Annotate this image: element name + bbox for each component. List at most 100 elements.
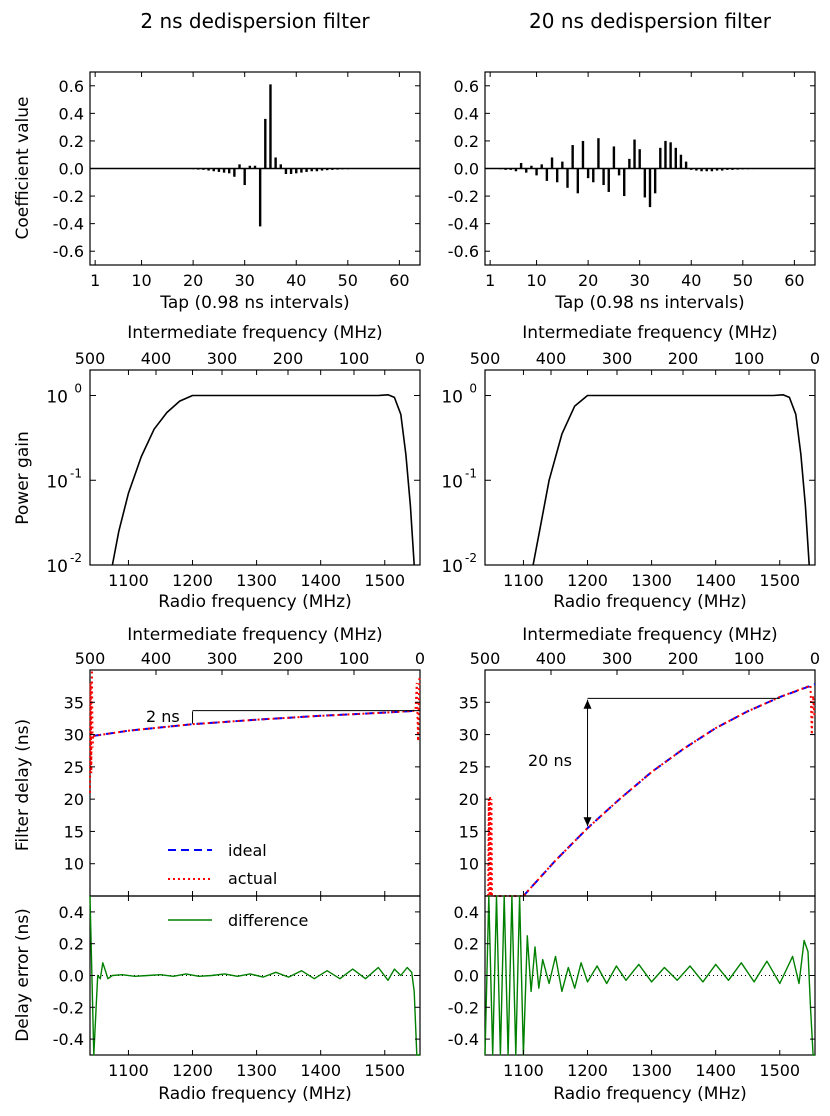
ytick-exp-2-0: 0 xyxy=(74,382,82,396)
xtick-label-7-3: 1400 xyxy=(695,1061,736,1080)
if-x-label-left-1: Intermediate frequency (MHz) xyxy=(127,323,382,343)
x2tick-label-5-3: 200 xyxy=(668,649,699,668)
x2tick-label-2-5: 0 xyxy=(415,349,425,368)
xtick-label-0-1: 10 xyxy=(131,271,151,290)
ytick-label-2-0: 10 xyxy=(46,388,68,408)
error-y-label: Delay error (ns) xyxy=(13,908,33,1042)
legend-error: difference xyxy=(168,911,308,930)
rf-x-label-right-2: Radio frequency (MHz) xyxy=(553,1084,746,1104)
x2tick-label-2-4: 100 xyxy=(339,349,370,368)
ytick-label-7-0: 0.4 xyxy=(454,903,479,922)
ytick-label-6-3: -0.2 xyxy=(53,998,84,1017)
ytick-label-5-1: 30 xyxy=(459,726,479,745)
x2tick-label-3-3: 200 xyxy=(668,349,699,368)
ytick-exp-2-2: -2 xyxy=(70,551,82,565)
xtick-label-1-4: 40 xyxy=(681,271,701,290)
ytick-label-7-2: 0.0 xyxy=(454,967,479,986)
ytick-label-1-1: 0.4 xyxy=(454,104,479,123)
gain-curve-3 xyxy=(532,393,810,566)
xtick-label-6-1: 1200 xyxy=(172,1061,213,1080)
x2tick-label-2-2: 300 xyxy=(207,349,238,368)
power-y-label: Power gain xyxy=(13,431,33,525)
xtick-label-1-1: 10 xyxy=(526,271,546,290)
ytick-label-4-5: 10 xyxy=(64,855,84,874)
x2tick-label-4-2: 300 xyxy=(207,649,238,668)
ytick-label-4-4: 15 xyxy=(64,822,84,841)
delay-actual-4 xyxy=(89,669,421,793)
xtick-label-1-5: 50 xyxy=(733,271,753,290)
x2tick-label-2-1: 400 xyxy=(141,349,172,368)
ytick-label-3-0: 10 xyxy=(441,388,463,408)
xtick-label-7-1: 1200 xyxy=(567,1061,608,1080)
xtick-label-1-2: 20 xyxy=(578,271,598,290)
x2tick-label-4-4: 100 xyxy=(339,649,370,668)
shared-axis-labels: Coefficient value Power gain Filter dela… xyxy=(13,97,778,1104)
axes-frame-4 xyxy=(89,669,421,897)
xtick-label-0-3: 30 xyxy=(235,271,255,290)
difference-curve-6 xyxy=(89,895,420,1056)
x2tick-label-5-2: 300 xyxy=(602,649,633,668)
x2tick-label-2-0: 500 xyxy=(75,349,106,368)
ytick-label-3-1: 10 xyxy=(441,472,463,492)
xtick-label-6-3: 1400 xyxy=(300,1061,341,1080)
ytick-label-2-2: 10 xyxy=(46,557,68,577)
legend-ideal-label: ideal xyxy=(228,841,267,860)
x2tick-label-5-0: 500 xyxy=(470,649,501,668)
xtick-label-2-0: 1100 xyxy=(108,571,149,590)
ytick-label-7-4: -0.4 xyxy=(448,1030,479,1049)
ytick-label-4-1: 30 xyxy=(64,726,84,745)
title-left: 2 ns dedispersion filter xyxy=(140,9,370,33)
legend-actual-label: actual xyxy=(228,869,277,888)
delay-ideal-4 xyxy=(93,709,417,737)
if-x-label-left-2: Intermediate frequency (MHz) xyxy=(127,625,382,645)
ytick-exp-3-2: -2 xyxy=(465,551,477,565)
xtick-label-0-6: 60 xyxy=(389,271,409,290)
delay-actual-5 xyxy=(487,684,816,897)
ytick-label-4-2: 25 xyxy=(64,758,84,777)
xtick-label-0-5: 50 xyxy=(338,271,358,290)
x2tick-label-3-0: 500 xyxy=(470,349,501,368)
xtick-label-0-4: 40 xyxy=(286,271,306,290)
if-x-label-right-1: Intermediate frequency (MHz) xyxy=(522,323,777,343)
xtick-label-0-2: 20 xyxy=(183,271,203,290)
x2tick-label-3-2: 300 xyxy=(602,349,633,368)
arrowhead-20ns-top xyxy=(583,699,592,709)
ytick-label-0-5: -0.4 xyxy=(53,215,84,234)
rf-x-label-right-1: Radio frequency (MHz) xyxy=(553,592,746,612)
ytick-label-0-4: -0.2 xyxy=(53,187,84,206)
difference-curve-7 xyxy=(484,895,815,1056)
delay-ideal-5 xyxy=(522,683,816,897)
xtick-label-1-6: 60 xyxy=(784,271,804,290)
tap-x-label-left: Tap (0.98 ns intervals) xyxy=(159,293,349,313)
x2tick-label-2-3: 200 xyxy=(273,349,304,368)
ytick-label-3-2: 10 xyxy=(441,557,463,577)
ytick-label-5-2: 25 xyxy=(459,758,479,777)
gain-curve-2 xyxy=(111,393,415,566)
if-x-label-right-2: Intermediate frequency (MHz) xyxy=(522,625,777,645)
delay-y-label: Filter delay (ns) xyxy=(13,719,33,851)
legend-delay: ideal actual xyxy=(168,841,277,888)
x2tick-label-5-1: 400 xyxy=(536,649,567,668)
rf-x-label-left-2: Radio frequency (MHz) xyxy=(158,1084,351,1104)
ytick-label-1-0: 0.6 xyxy=(454,77,479,96)
xtick-label-6-4: 1500 xyxy=(364,1061,405,1080)
x2tick-label-3-4: 100 xyxy=(734,349,765,368)
x2tick-label-4-1: 400 xyxy=(141,649,172,668)
xtick-label-2-3: 1400 xyxy=(300,571,341,590)
x2tick-label-5-5: 0 xyxy=(810,649,820,668)
ytick-label-0-1: 0.4 xyxy=(59,104,84,123)
annotation-20ns: 20 ns xyxy=(528,751,572,770)
ytick-label-5-4: 15 xyxy=(459,822,479,841)
ytick-label-7-3: -0.2 xyxy=(448,998,479,1017)
xtick-label-7-0: 1100 xyxy=(503,1061,544,1080)
ytick-exp-2-1: -1 xyxy=(70,466,82,480)
ytick-label-6-4: -0.4 xyxy=(53,1030,84,1049)
column-titles: 2 ns dedispersion filter 20 ns dedispers… xyxy=(140,9,771,33)
ytick-label-1-4: -0.2 xyxy=(448,187,479,206)
coef-y-label: Coefficient value xyxy=(13,97,33,240)
xtick-label-7-2: 1300 xyxy=(631,1061,672,1080)
ytick-label-5-0: 35 xyxy=(459,693,479,712)
ytick-label-1-5: -0.4 xyxy=(448,215,479,234)
arrowhead-20ns-bottom xyxy=(583,817,592,827)
ytick-exp-3-0: 0 xyxy=(469,382,477,396)
